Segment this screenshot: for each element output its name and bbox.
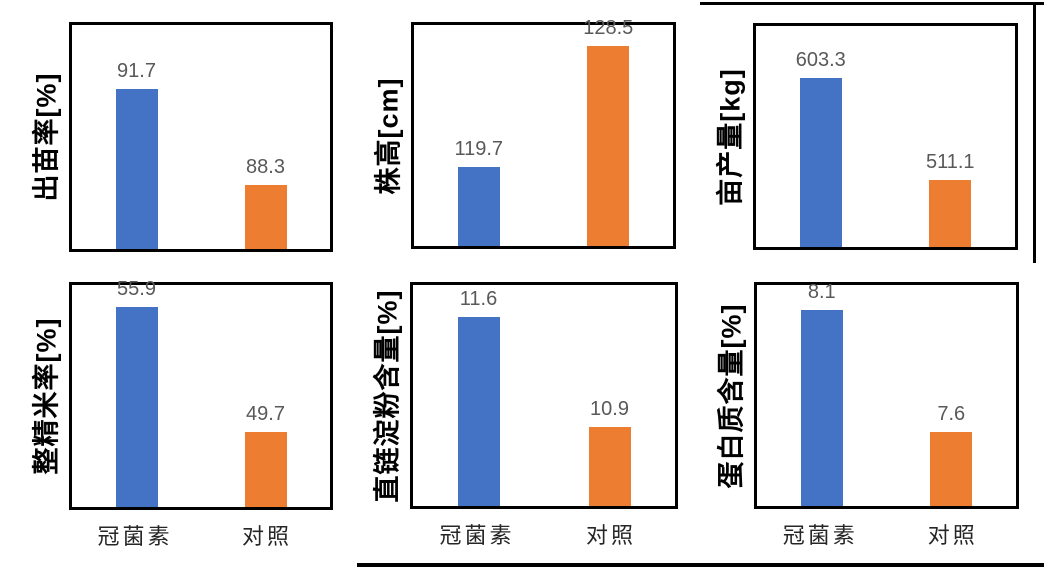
chart-yield-per-mu: 亩产量[kg] 603.3 511.1 [716, 23, 1018, 250]
value-label-treatment: 91.7 [117, 60, 156, 83]
value-label-treatment: 55.9 [117, 278, 156, 301]
x-axis-labels: 冠菌素 对照 [69, 510, 333, 552]
y-axis-title: 直链淀粉含量[%] [372, 289, 403, 502]
plot-area: 119.7 128.5 [411, 17, 676, 249]
bar-control [244, 432, 287, 507]
chart-head-rice-rate: 整精米率[%] 55.9 49.7 冠菌素 对照 [32, 278, 333, 549]
x-axis-labels: 冠菌素 对照 [754, 509, 1019, 551]
plot-area: 11.6 10.9 [410, 282, 678, 509]
page-border-right-line [1033, 2, 1036, 263]
chart-emergence-rate: 出苗率[%] 91.7 88.3 [32, 22, 333, 252]
bar-control [587, 45, 630, 246]
y-axis-title: 出苗率[%] [31, 72, 62, 202]
bar-treatment [115, 89, 158, 249]
value-label-treatment: 11.6 [459, 287, 498, 310]
bar-treatment [457, 167, 500, 246]
y-axis-title: 蛋白质含量[%] [716, 303, 747, 488]
page-border-top-line [700, 2, 1044, 5]
bar-treatment [799, 77, 842, 247]
y-axis-title: 亩产量[kg] [715, 67, 746, 206]
x-axis-label-control: 对照 [585, 523, 637, 548]
x-axis-label-treatment: 冠菌素 [97, 524, 173, 549]
chart-protein-content: 蛋白质含量[%] 8.1 7.6 冠菌素 对照 [717, 280, 1019, 548]
x-axis-label-treatment: 冠菌素 [782, 523, 858, 548]
x-axis-label-control: 对照 [241, 524, 293, 549]
value-label-control: 511.1 [925, 150, 975, 173]
chart-plant-height: 株高[cm] 119.7 128.5 [374, 17, 676, 249]
bar-control [244, 184, 287, 249]
plot-area: 8.1 7.6 [754, 280, 1019, 509]
bar-control [929, 179, 972, 247]
y-axis-title: 整精米率[%] [31, 317, 62, 475]
value-label-control: 10.9 [590, 398, 629, 421]
y-axis-title: 株高[cm] [373, 76, 404, 195]
chart-amylose-content: 直链淀粉含量[%] 11.6 10.9 冠菌素 对照 [373, 282, 678, 548]
plot-area: 55.9 49.7 [69, 278, 333, 510]
value-label-treatment: 8.1 [807, 280, 836, 303]
value-label-control: 7.6 [937, 403, 966, 426]
value-label-treatment: 119.7 [454, 138, 504, 161]
bar-control [930, 432, 973, 506]
x-axis-label-control: 对照 [927, 523, 978, 548]
plot-area: 91.7 88.3 [69, 22, 333, 252]
value-label-control: 49.7 [246, 403, 285, 426]
bar-treatment [800, 309, 843, 506]
x-axis-label-treatment: 冠菌素 [439, 523, 515, 548]
section-divider-line [357, 563, 1044, 567]
plot-area: 603.3 511.1 [753, 23, 1018, 250]
bar-treatment [457, 316, 500, 506]
value-label-control: 128.5 [583, 16, 634, 39]
x-axis-labels: 冠菌素 对照 [410, 509, 678, 551]
bar-treatment [115, 307, 158, 507]
value-label-treatment: 603.3 [795, 48, 846, 71]
bar-control [588, 427, 631, 506]
value-label-control: 88.3 [246, 155, 285, 178]
